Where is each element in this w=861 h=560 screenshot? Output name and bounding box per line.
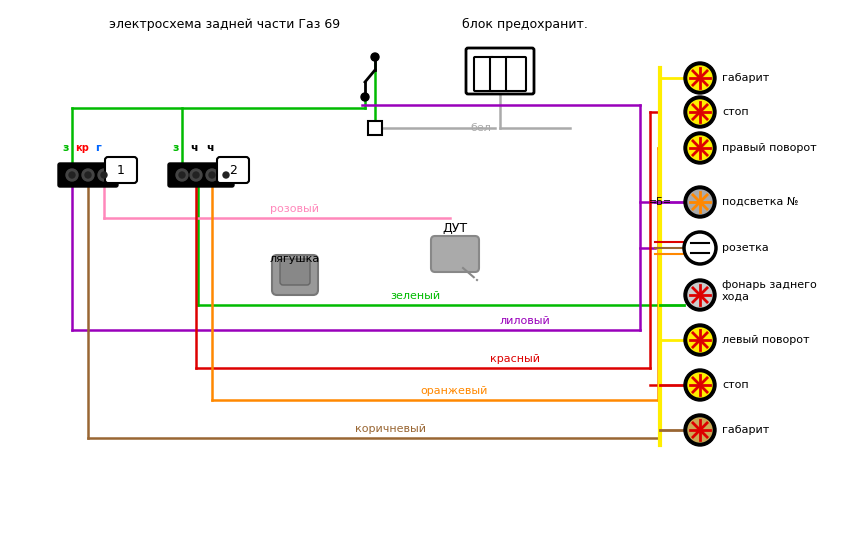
Text: коричневый: коричневый xyxy=(355,424,426,434)
Text: фонарь заднего
хода: фонарь заднего хода xyxy=(722,280,817,302)
FancyBboxPatch shape xyxy=(466,48,534,94)
Text: кр: кр xyxy=(75,143,89,153)
FancyBboxPatch shape xyxy=(490,57,510,91)
FancyBboxPatch shape xyxy=(506,57,526,91)
Text: розетка: розетка xyxy=(722,243,769,253)
Text: ч: ч xyxy=(206,143,214,153)
Circle shape xyxy=(190,169,202,181)
FancyBboxPatch shape xyxy=(272,255,318,295)
Text: оранжевый: оранжевый xyxy=(420,386,487,396)
Circle shape xyxy=(193,172,199,178)
Circle shape xyxy=(69,172,75,178)
Text: правый поворот: правый поворот xyxy=(722,143,816,153)
Circle shape xyxy=(684,96,716,128)
Circle shape xyxy=(66,169,78,181)
Text: лягушка: лягушка xyxy=(269,254,320,264)
Circle shape xyxy=(220,169,232,181)
FancyBboxPatch shape xyxy=(168,163,234,187)
FancyBboxPatch shape xyxy=(280,259,310,285)
Text: стоп: стоп xyxy=(722,380,748,390)
Circle shape xyxy=(371,53,379,61)
Circle shape xyxy=(223,172,229,178)
FancyBboxPatch shape xyxy=(217,157,249,183)
Text: подсветка №: подсветка № xyxy=(722,197,798,207)
Circle shape xyxy=(361,93,369,101)
Circle shape xyxy=(684,186,716,218)
FancyBboxPatch shape xyxy=(58,163,118,187)
Circle shape xyxy=(684,369,716,401)
Circle shape xyxy=(684,132,716,164)
Text: =Б=: =Б= xyxy=(648,197,672,207)
Circle shape xyxy=(206,169,218,181)
Text: ДУТ: ДУТ xyxy=(443,222,468,235)
Text: габарит: габарит xyxy=(722,425,769,435)
Circle shape xyxy=(688,136,712,160)
Circle shape xyxy=(684,414,716,446)
Circle shape xyxy=(684,62,716,94)
Circle shape xyxy=(688,373,712,397)
FancyBboxPatch shape xyxy=(474,57,494,91)
Circle shape xyxy=(688,328,712,352)
Text: красный: красный xyxy=(490,354,540,364)
Text: блок предохранит.: блок предохранит. xyxy=(462,18,588,31)
Circle shape xyxy=(684,324,716,356)
Circle shape xyxy=(179,172,185,178)
Circle shape xyxy=(688,190,712,214)
Circle shape xyxy=(688,100,712,124)
Text: габарит: габарит xyxy=(722,73,769,83)
FancyBboxPatch shape xyxy=(431,236,479,272)
Text: бел: бел xyxy=(470,123,491,133)
Text: розовый: розовый xyxy=(270,204,319,214)
Circle shape xyxy=(176,169,188,181)
Text: г: г xyxy=(95,143,101,153)
Circle shape xyxy=(684,279,716,311)
Circle shape xyxy=(687,235,713,261)
Text: стоп: стоп xyxy=(722,107,748,117)
Circle shape xyxy=(85,172,91,178)
FancyBboxPatch shape xyxy=(105,157,137,183)
Circle shape xyxy=(101,172,107,178)
Text: з: з xyxy=(173,143,179,153)
Circle shape xyxy=(688,418,712,442)
Text: ч: ч xyxy=(190,143,198,153)
Text: 2: 2 xyxy=(229,164,237,176)
Circle shape xyxy=(209,172,215,178)
Text: левый поворот: левый поворот xyxy=(722,335,809,345)
Circle shape xyxy=(98,169,110,181)
Circle shape xyxy=(82,169,94,181)
Text: зеленый: зеленый xyxy=(390,291,440,301)
Text: лиловый: лиловый xyxy=(500,316,551,326)
Circle shape xyxy=(688,66,712,90)
Text: электросхема задней части Газ 69: электросхема задней части Газ 69 xyxy=(109,18,341,31)
Text: з: з xyxy=(63,143,69,153)
Circle shape xyxy=(688,283,712,307)
Text: 1: 1 xyxy=(117,164,125,176)
FancyBboxPatch shape xyxy=(368,121,382,135)
